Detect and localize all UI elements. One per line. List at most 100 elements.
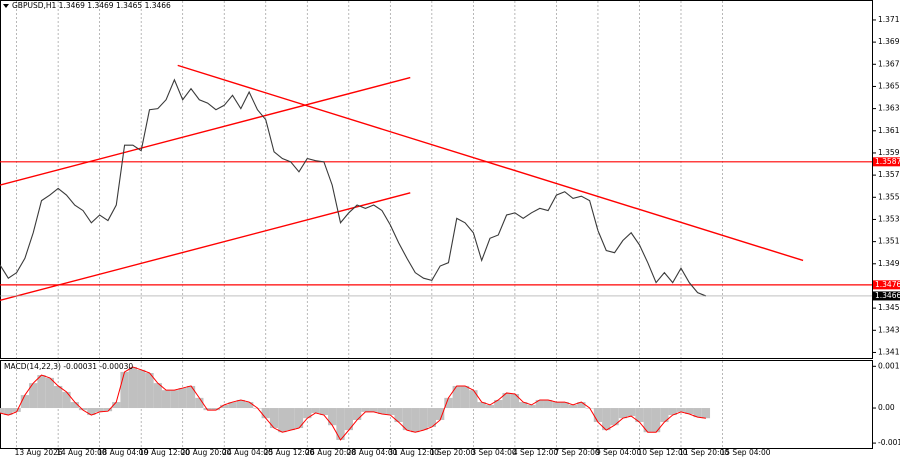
macd-bar xyxy=(543,399,553,409)
macd-bar xyxy=(269,408,279,429)
macd-bar xyxy=(186,385,196,409)
macd-bar xyxy=(627,408,636,417)
macd-bar xyxy=(95,408,104,412)
y-tick-label: 1.3635 xyxy=(878,104,900,113)
x-tick-label: 31 Aug 12:00 xyxy=(388,448,439,457)
macd-bar xyxy=(668,408,677,416)
macd-bar xyxy=(618,408,628,419)
macd-pane-frame xyxy=(0,360,873,449)
macd-bar xyxy=(560,402,569,409)
y-tick-label: 1.3595 xyxy=(878,148,900,157)
macd-bar xyxy=(137,369,146,409)
macd-line xyxy=(0,366,706,441)
macd-bar xyxy=(203,408,212,411)
macd-bar xyxy=(535,399,544,409)
price-line xyxy=(0,78,707,297)
macd-bar xyxy=(70,402,79,409)
macd-bar xyxy=(635,408,644,423)
macd-bar xyxy=(294,408,304,429)
y-tick-label: 1.3575 xyxy=(878,170,900,179)
macd-bar xyxy=(4,408,13,416)
y-tick-label: 1.3655 xyxy=(878,81,900,90)
x-tick-label: 15 Sep 04:00 xyxy=(721,448,771,457)
level-label: 1.3476 xyxy=(875,280,900,289)
macd-bar xyxy=(336,408,345,440)
x-tick-label: 1 Sep 20:00 xyxy=(430,448,476,457)
macd-bar xyxy=(411,408,420,433)
macd-bar xyxy=(20,395,30,409)
x-tick-label: 9 Sep 04:00 xyxy=(596,448,642,457)
macd-bar xyxy=(402,408,412,431)
macd-bar xyxy=(593,408,603,423)
macd-bar xyxy=(311,408,320,413)
last-price-box xyxy=(873,291,900,301)
macd-bar xyxy=(53,385,63,409)
y-tick-label: 0.00 xyxy=(878,403,895,412)
macd-bar xyxy=(527,404,536,409)
y-tick-label: -0.001 xyxy=(878,438,900,447)
macd-bar xyxy=(701,408,711,419)
x-tick-label: 4 Sep 12:00 xyxy=(513,448,559,457)
y-tick-label: 1.3535 xyxy=(878,214,900,223)
last-price-label: 1.3466 xyxy=(875,291,900,300)
macd-bar xyxy=(78,408,88,411)
macd-bar xyxy=(261,408,270,419)
macd-bar xyxy=(460,385,470,409)
y-tick-label: 1.3675 xyxy=(878,59,900,68)
macd-bar xyxy=(485,404,495,409)
y-tick-label: 0.00119 xyxy=(878,361,900,370)
level-label-box xyxy=(873,280,900,290)
macd-bar xyxy=(502,392,511,409)
macd-bar xyxy=(361,408,370,412)
price-pane-frame xyxy=(0,0,873,359)
x-tick-label: 7 Sep 20:00 xyxy=(554,448,600,457)
y-tick-label: 1.3435 xyxy=(878,325,900,334)
macd-bar xyxy=(211,408,221,411)
macd-bar xyxy=(552,402,561,409)
macd-bar xyxy=(236,399,245,409)
macd-bar xyxy=(319,408,329,416)
macd-bar xyxy=(643,408,652,433)
x-tick-label: 18 Aug 04:00 xyxy=(98,448,149,457)
y-tick-label: 1.3615 xyxy=(878,126,900,135)
macd-bar xyxy=(37,375,46,409)
macd-bar xyxy=(660,408,669,423)
macd-bar xyxy=(369,408,378,412)
macd-bar xyxy=(352,408,362,420)
macd-bar xyxy=(228,402,237,409)
y-tick-label: 1.3455 xyxy=(878,303,900,312)
macd-bar xyxy=(128,367,138,409)
macd-bar xyxy=(45,377,54,409)
macd-bar xyxy=(469,390,478,409)
x-tick-label: 24 Aug 04:00 xyxy=(222,448,273,457)
macd-bar xyxy=(685,408,694,414)
macd-bar xyxy=(568,404,578,409)
x-tick-label: 14 Aug 20:00 xyxy=(56,448,107,457)
macd-bar xyxy=(286,408,295,431)
y-tick-label: 1.3515 xyxy=(878,237,900,246)
macd-bar xyxy=(62,391,71,409)
macd-bar xyxy=(602,408,611,431)
macd-bar xyxy=(676,408,686,412)
macd-bar xyxy=(452,385,461,409)
macd-bar xyxy=(427,408,436,427)
symbol-marker xyxy=(3,4,9,8)
macd-bar xyxy=(651,408,661,433)
y-tick-label: 1.3555 xyxy=(878,192,900,201)
macd-bar xyxy=(436,408,445,420)
macd-bar xyxy=(120,371,129,409)
macd-bar xyxy=(112,402,121,409)
macd-bar xyxy=(494,399,503,409)
macd-bar xyxy=(87,408,96,416)
macd-bar xyxy=(377,408,387,414)
macd-bar xyxy=(610,408,619,426)
trend-line xyxy=(177,64,804,262)
macd-bar xyxy=(344,408,353,431)
macd-bar xyxy=(328,408,337,426)
macd-bar xyxy=(303,408,312,419)
trend-line xyxy=(0,76,411,186)
x-tick-label: 19 Aug 12:00 xyxy=(139,448,190,457)
macd-bar xyxy=(577,402,586,409)
level-label: 1.3587 xyxy=(875,157,900,166)
